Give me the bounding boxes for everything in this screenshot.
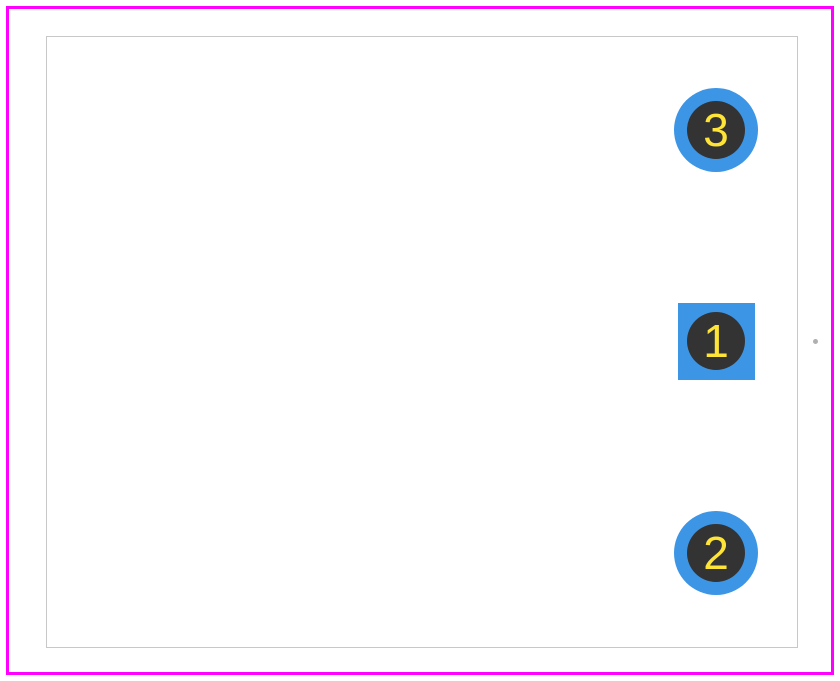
pad-2-label: 2	[703, 530, 729, 576]
pad-3: 3	[674, 88, 758, 172]
pad-3-drill: 3	[687, 101, 745, 159]
pad-2-drill: 2	[687, 524, 745, 582]
pad-2: 2	[674, 511, 758, 595]
pad-1-drill: 1	[687, 312, 745, 370]
pad-3-label: 3	[703, 107, 729, 153]
pad-1-label: 1	[703, 318, 729, 364]
origin-marker	[813, 339, 818, 344]
pad-1: 1	[678, 303, 755, 380]
